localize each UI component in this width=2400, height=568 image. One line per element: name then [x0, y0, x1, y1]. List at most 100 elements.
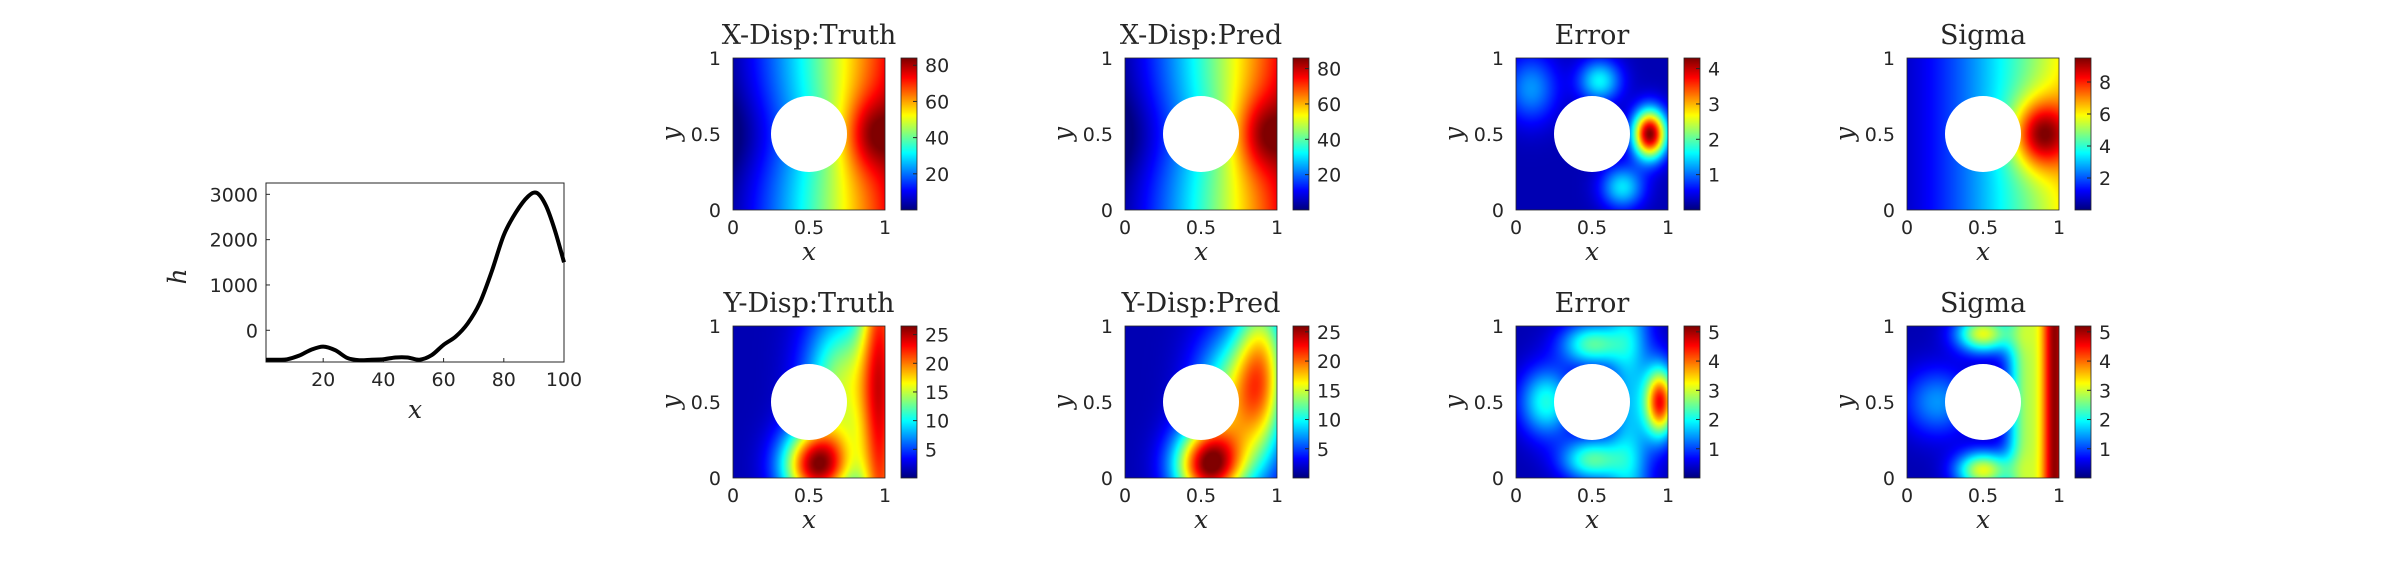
colorbar-tick-label: 4 [1708, 59, 1720, 81]
series-line [265, 190, 566, 363]
colorbar-tick-label: 10 [1317, 410, 1341, 432]
y-tick-label: 1 [1883, 48, 1895, 70]
colorbar-frame [1292, 57, 1310, 211]
x-tick-label: 1 [879, 485, 891, 507]
panel-frame [1515, 325, 1669, 479]
y-tick-label: 2000 [210, 230, 258, 252]
x-axis-label: x [1976, 237, 1990, 266]
colorbar-tick-label: 2 [2099, 410, 2111, 432]
y-tick-label: 1 [1883, 316, 1895, 338]
heatmap-panel: Y-Disp:Pred 00 0.5 0.5 1 1 x y 5 10 15 20 25 [1048, 288, 1341, 534]
colorbar-tick-label: 40 [1317, 129, 1341, 151]
y-tick-label: 1 [1101, 48, 1113, 70]
y-tick-label: 1 [1101, 316, 1113, 338]
heatmap-panel: Error 00 0.5 0.5 1 1 x y 1 2 3 4 [1439, 20, 1720, 266]
x-axis-label: x [1194, 505, 1208, 534]
colorbar-tick-label: 3 [1708, 94, 1720, 116]
y-tick-label: 1 [1492, 316, 1504, 338]
y-tick-label: 0 [1492, 468, 1504, 490]
colorbar [901, 326, 917, 478]
line-chart-frame [265, 182, 565, 363]
y-tick-label: 0.5 [1474, 124, 1504, 146]
panel-frame [1515, 57, 1669, 211]
colorbar-tick-label: 2 [1708, 129, 1720, 151]
colorbar-tick-label: 60 [925, 91, 949, 113]
colorbar-tick-label: 1 [2099, 439, 2111, 461]
colorbar-frame [1683, 325, 1701, 479]
y-axis-label: y [1830, 126, 1859, 142]
colorbar [1293, 58, 1309, 210]
x-tick-label: 0.5 [794, 217, 824, 239]
heatmap-panel: Sigma 00 0.5 0.5 1 1 x y 2 4 6 8 [1830, 20, 2111, 266]
x-tick-label: 0 [1510, 485, 1522, 507]
x-axis-label: x [1194, 237, 1208, 266]
x-tick-label: 1 [2053, 217, 2065, 239]
colorbar-tick-label: 1 [1708, 439, 1720, 461]
colorbar [1684, 326, 1700, 478]
colorbar-tick-label: 5 [2099, 322, 2111, 344]
y-axis-label: y [1439, 394, 1468, 410]
colorbar-tick-label: 4 [2099, 136, 2111, 158]
x-tick-label: 0 [1901, 217, 1913, 239]
x-tick-label: 0.5 [1968, 485, 1998, 507]
heatmap-panel: Sigma 00 0.5 0.5 1 1 x y 1 2 3 4 5 [1830, 288, 2111, 534]
x-tick-label: 0 [1510, 217, 1522, 239]
colorbar-tick-label: 1 [1708, 165, 1720, 187]
hole [1163, 364, 1239, 440]
x-tick-label: 0 [727, 217, 739, 239]
colorbar-tick-label: 3 [1708, 380, 1720, 402]
y-tick-label: 0 [1101, 468, 1113, 490]
panel-title: Sigma [1940, 20, 2026, 51]
y-tick-label: 0.5 [1083, 392, 1113, 414]
x-tick-label: 0 [1119, 485, 1131, 507]
x-tick-label: 0.5 [1577, 217, 1607, 239]
hole [1945, 96, 2021, 172]
y-tick-label: 0.5 [1474, 392, 1504, 414]
y-tick-label: 0 [1492, 200, 1504, 222]
panel-title: X-Disp:Pred [1120, 20, 1282, 51]
colorbar-tick-label: 5 [925, 439, 937, 461]
hole [771, 96, 847, 172]
colorbar-tick-label: 10 [925, 411, 949, 433]
y-axis-label: y [656, 126, 685, 142]
y-tick-label: 0 [246, 320, 258, 342]
hole [1945, 364, 2021, 440]
y-tick-label: 0.5 [691, 124, 721, 146]
y-tick-label: 0 [709, 468, 721, 490]
x-tick-label: 1 [1662, 217, 1674, 239]
y-axis-label: y [1048, 394, 1077, 410]
y-axis-label: y [1439, 126, 1468, 142]
colorbar-frame [1292, 325, 1310, 479]
y-tick-label: 1 [1492, 48, 1504, 70]
x-axis-label: x [802, 505, 816, 534]
y-tick-label: 1000 [210, 275, 258, 297]
colorbar-tick-label: 60 [1317, 94, 1341, 116]
y-tick-label: 0.5 [691, 392, 721, 414]
y-tick-label: 0.5 [1865, 392, 1895, 414]
panel-frame [1124, 57, 1278, 211]
heatmap-panel: X-Disp:Truth 00 0.5 0.5 1 1 x y 20 40 60 80 [656, 20, 949, 266]
colorbar [901, 58, 917, 210]
y-axis-label: y [656, 394, 685, 410]
panel-frame [732, 57, 886, 211]
colorbar [2075, 326, 2091, 478]
heatmap-panel: X-Disp:Pred 00 0.5 0.5 1 1 x y 20 40 60 80 [1048, 20, 1341, 266]
x-tick-label: 1 [1271, 217, 1283, 239]
x-tick-label: 0.5 [794, 485, 824, 507]
colorbar-tick-label: 80 [1317, 59, 1341, 81]
y-tick-label: 1 [709, 48, 721, 70]
x-tick-label: 0.5 [1186, 217, 1216, 239]
x-tick-label: 1 [2053, 485, 2065, 507]
hole [1554, 96, 1630, 172]
colorbar-frame [900, 325, 918, 479]
x-tick-label: 0.5 [1186, 485, 1216, 507]
panel-title: Error [1555, 20, 1630, 51]
colorbar [1684, 58, 1700, 210]
hole [1554, 364, 1630, 440]
colorbar-frame [2074, 325, 2092, 479]
y-tick-label: 0 [709, 200, 721, 222]
panel-frame [1906, 57, 2060, 211]
